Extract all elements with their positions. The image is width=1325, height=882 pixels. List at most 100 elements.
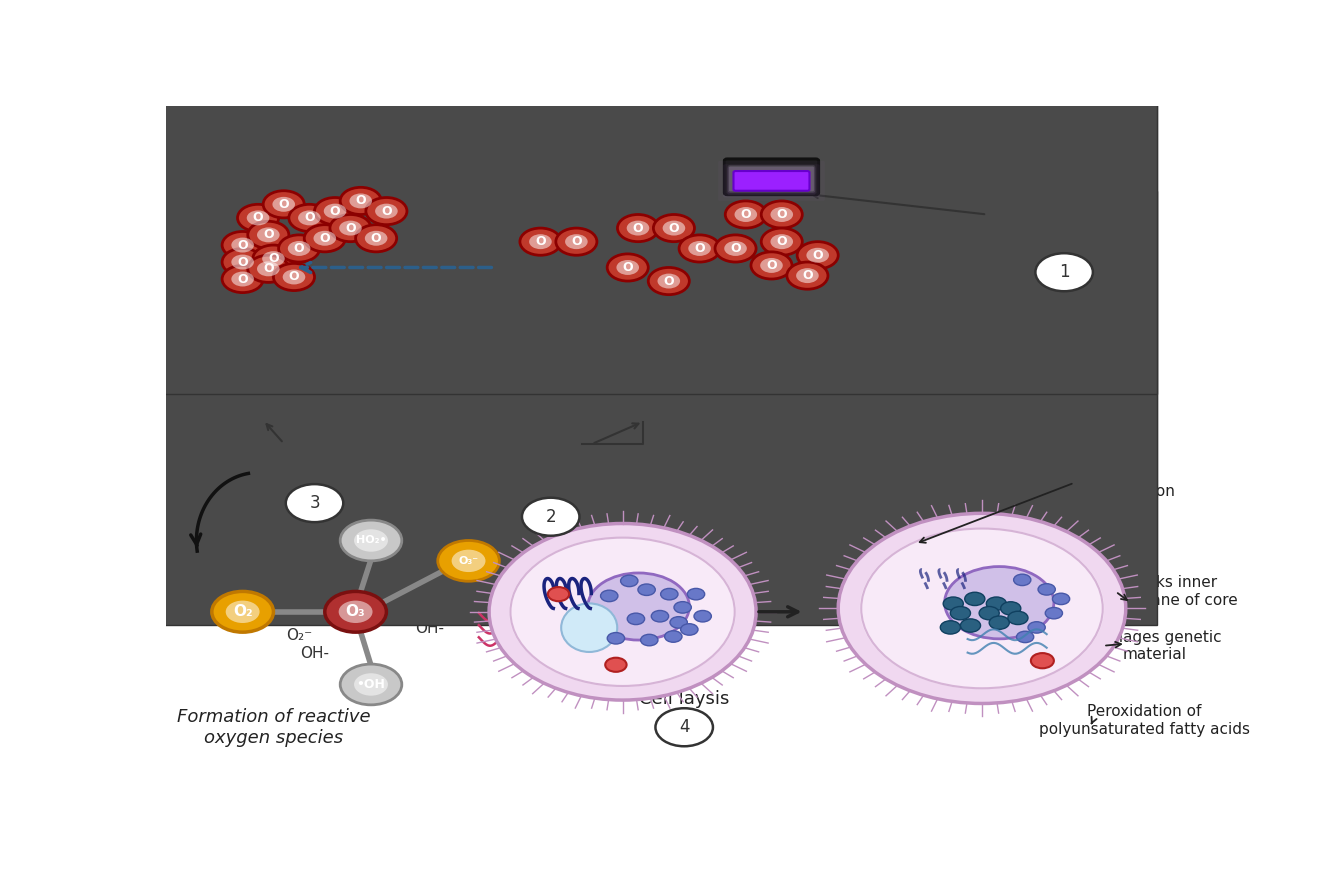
Circle shape xyxy=(648,267,689,295)
Circle shape xyxy=(1016,632,1034,643)
Circle shape xyxy=(237,205,278,231)
Circle shape xyxy=(1045,608,1063,619)
Circle shape xyxy=(770,235,794,249)
Circle shape xyxy=(341,520,401,561)
Circle shape xyxy=(674,602,692,613)
Text: O: O xyxy=(776,208,787,221)
Text: O₂⁻: O₂⁻ xyxy=(286,628,313,643)
Text: O₃⁻: O₃⁻ xyxy=(458,556,478,566)
Circle shape xyxy=(606,658,627,672)
Text: O: O xyxy=(237,256,248,268)
Text: O: O xyxy=(294,242,305,255)
Circle shape xyxy=(1052,594,1069,604)
Circle shape xyxy=(961,619,980,632)
Ellipse shape xyxy=(562,603,617,652)
Circle shape xyxy=(945,566,1053,639)
Text: O: O xyxy=(330,205,341,218)
Circle shape xyxy=(1008,611,1028,624)
Text: Peroxidation of
polyunsaturated fatty acids: Peroxidation of polyunsaturated fatty ac… xyxy=(1039,704,1249,736)
Text: O: O xyxy=(371,232,382,245)
Text: O: O xyxy=(319,232,330,245)
Text: O: O xyxy=(289,271,299,283)
Circle shape xyxy=(694,610,712,622)
Circle shape xyxy=(986,597,1007,610)
Circle shape xyxy=(364,231,387,246)
Circle shape xyxy=(617,214,659,242)
Text: Attacks inner
membrane of core: Attacks inner membrane of core xyxy=(1096,575,1238,608)
Text: O: O xyxy=(355,194,366,207)
Text: O: O xyxy=(535,235,546,248)
Circle shape xyxy=(314,231,337,246)
Text: O: O xyxy=(632,221,644,235)
Circle shape xyxy=(678,235,721,262)
Text: O: O xyxy=(802,269,812,282)
Circle shape xyxy=(223,265,264,293)
Circle shape xyxy=(770,207,794,222)
Circle shape xyxy=(716,235,757,262)
Text: O: O xyxy=(268,252,278,265)
Text: •OH: •OH xyxy=(356,678,386,691)
Text: O: O xyxy=(253,212,264,224)
Circle shape xyxy=(232,272,254,287)
Circle shape xyxy=(607,254,648,281)
Circle shape xyxy=(273,197,295,212)
FancyBboxPatch shape xyxy=(517,0,1157,602)
Circle shape xyxy=(519,228,560,255)
Circle shape xyxy=(637,584,656,595)
Circle shape xyxy=(225,601,260,623)
Circle shape xyxy=(341,664,401,705)
Text: O: O xyxy=(303,212,315,224)
Circle shape xyxy=(286,484,343,522)
FancyBboxPatch shape xyxy=(0,0,1133,602)
Circle shape xyxy=(725,241,747,256)
Text: O: O xyxy=(766,259,776,272)
Circle shape xyxy=(751,252,792,279)
Circle shape xyxy=(339,601,372,623)
Circle shape xyxy=(325,592,387,632)
Circle shape xyxy=(600,590,617,602)
Circle shape xyxy=(965,592,984,606)
Text: O: O xyxy=(623,261,633,274)
FancyBboxPatch shape xyxy=(0,0,1133,449)
Text: O: O xyxy=(344,221,356,235)
Text: O: O xyxy=(812,249,823,262)
Text: O: O xyxy=(237,238,248,251)
Circle shape xyxy=(807,248,829,263)
Circle shape xyxy=(437,541,500,581)
Circle shape xyxy=(341,187,382,214)
Circle shape xyxy=(375,204,398,219)
Circle shape xyxy=(653,214,694,242)
Circle shape xyxy=(616,260,639,275)
Text: O: O xyxy=(262,228,274,242)
Circle shape xyxy=(232,237,254,252)
Circle shape xyxy=(1035,253,1093,291)
Text: Formation of reactive
oxygen species: Formation of reactive oxygen species xyxy=(176,708,370,747)
Circle shape xyxy=(305,225,346,252)
Circle shape xyxy=(529,235,551,249)
Text: Oxygen molecule is exposed
to electric high voltage: Oxygen molecule is exposed to electric h… xyxy=(914,202,1153,241)
Circle shape xyxy=(839,513,1126,704)
FancyBboxPatch shape xyxy=(727,167,816,195)
Circle shape xyxy=(796,268,819,283)
FancyBboxPatch shape xyxy=(725,159,819,195)
Circle shape xyxy=(366,198,407,225)
Circle shape xyxy=(656,708,713,746)
Text: O: O xyxy=(669,221,680,235)
Circle shape xyxy=(990,616,1010,630)
Circle shape xyxy=(556,228,596,255)
Text: O: O xyxy=(741,208,751,221)
Circle shape xyxy=(1000,602,1020,615)
Circle shape xyxy=(640,634,659,646)
Circle shape xyxy=(264,191,305,218)
Circle shape xyxy=(657,273,680,288)
Circle shape xyxy=(323,204,346,219)
Circle shape xyxy=(941,621,961,634)
Circle shape xyxy=(257,228,280,243)
Text: 3: 3 xyxy=(309,494,319,512)
Circle shape xyxy=(489,524,757,700)
Circle shape xyxy=(860,527,1104,689)
Circle shape xyxy=(588,573,689,640)
FancyBboxPatch shape xyxy=(729,166,815,192)
Circle shape xyxy=(979,607,999,620)
Circle shape xyxy=(688,588,705,600)
